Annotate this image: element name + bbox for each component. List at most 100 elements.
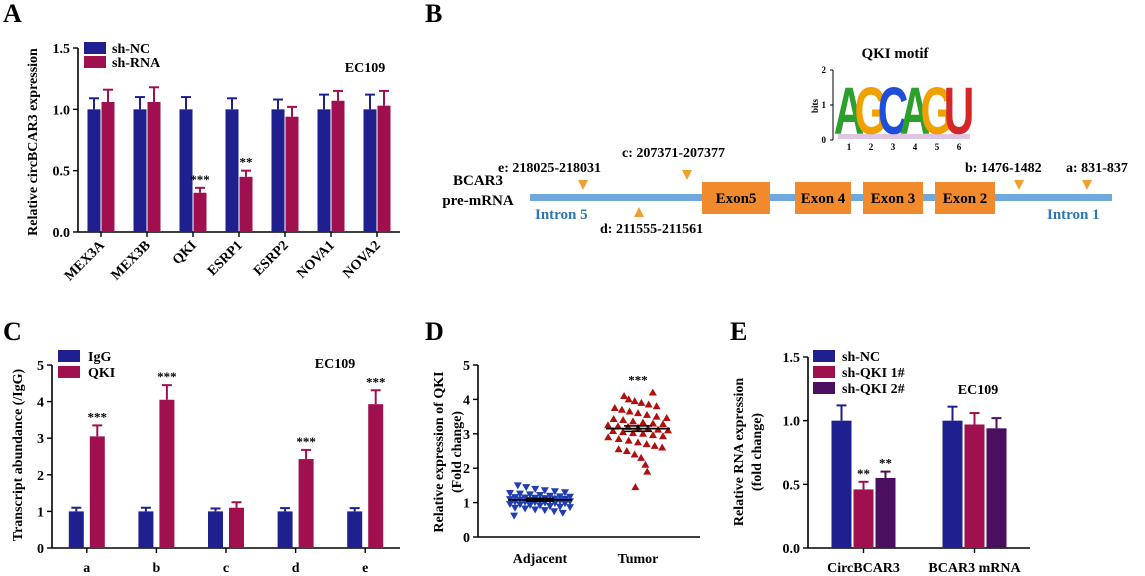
legend-label-sh-qki-1: sh-QKI 1# [842,366,905,381]
panel-a-ylabel-group: Relative circBCAR3 expression [26,48,41,236]
panel-e-title: EC109 [958,383,998,398]
legend-swatch-sh-qki-1 [813,366,835,378]
legend-swatch-sh-rna [84,56,106,68]
panel-letter-c: C [3,317,22,346]
y-tick-label: 1.5 [783,351,801,366]
data-point [639,429,647,437]
motif-position: 5 [935,142,940,152]
x-tick-label: b [153,561,161,576]
motif-position: 2 [869,142,874,152]
data-point [641,460,650,468]
panel-e-chart: Relative RNA expression (fold change) EC… [732,350,998,526]
x-tick-label: Adjacent [513,552,568,567]
bar [87,109,101,232]
panel-a-title: EC109 [345,61,385,76]
significance-label: *** [628,373,648,388]
legend-swatch-qki [58,366,80,378]
intron-label-5: Intron 5 [535,207,588,223]
x-tick-label: a [83,561,90,576]
exon-label-4: Exon 4 [801,191,846,207]
legend-label-igg: IgG [88,350,111,365]
panel-letter-a: A [3,0,22,28]
site-label-b: b: 1476-1482 [965,161,1042,176]
bar [853,489,874,548]
panel-letter-e: E [730,317,747,346]
significance-label: *** [190,172,210,187]
motif-position: 6 [957,142,962,152]
x-tick-label: Tumor [618,552,659,567]
bar [229,507,244,548]
bar [986,428,1007,548]
bar [964,424,985,548]
data-point [516,501,524,509]
data-point [614,445,623,453]
motif-yaxis-label: bits [810,99,820,114]
data-point [652,402,661,410]
data-point [506,489,514,497]
bar [942,420,963,548]
panel-a-legend: sh-NC sh-RNA [84,42,161,71]
data-point [662,413,671,421]
panel-c-ylabel: Transcript abundance (/IgG) [11,368,26,541]
panel-d-ylabel-line2: (Fold change) [450,411,465,493]
legend-label-sh-nc: sh-NC [112,42,150,57]
data-point [629,429,637,437]
legend-swatch-sh-qki-2 [813,382,835,394]
bar [331,100,345,232]
bar [285,116,299,232]
exon-label-3: Exon 3 [871,191,916,207]
data-point [536,502,544,510]
data-point [664,426,672,434]
significance-label: ** [240,155,253,170]
data-point [609,415,618,423]
y-tick-label: 4 [463,393,470,408]
data-point [634,409,642,417]
data-point [558,509,567,517]
data-point [624,436,633,444]
x-tick-label: MEX3B [109,238,154,283]
bar [317,109,331,232]
data-point [649,419,657,427]
gene-label-line2: pre-mRNA [442,193,514,209]
data-point [561,500,569,508]
bar [363,109,377,232]
bar [875,477,896,548]
data-point [637,453,646,461]
data-point [516,490,524,498]
legend-label-sh-nc-e: sh-NC [842,350,880,365]
data-point [624,395,633,403]
panel-c-title: EC109 [315,357,355,372]
data-point [642,440,651,448]
data-point [630,450,639,458]
data-point [639,418,647,426]
data-point [526,502,534,510]
data-point [566,504,574,512]
data-point [631,483,640,491]
data-point [546,492,554,500]
data-point [540,507,549,515]
legend-label-qki: QKI [88,366,115,381]
x-tick-label: BCAR3 mRNA [928,561,1021,576]
panel-e-legend: sh-NC sh-QKI 1# sh-QKI 2# [813,350,905,397]
panel-letter-d: D [425,317,444,346]
chart-D: 0 1 2 3 4 5 Adjacent Tumor *** [463,359,700,567]
bar [159,399,175,548]
bar [239,176,253,232]
site-marker-c [682,170,692,180]
motif-ytick: 1 [822,100,827,110]
chart-E: 0.0 0.5 1.0 1.5 CircBCAR3 BCAR3 mRNA ** ** [783,351,1030,576]
bar [89,436,105,548]
motif-position: 4 [913,142,918,152]
panel-a-chart: Relative circBCAR3 expression EC109 sh-N… [26,42,385,236]
data-point [513,482,522,490]
data-point [609,427,617,435]
data-point [604,433,613,441]
significance-label: ** [857,466,870,481]
data-point [566,493,574,501]
data-point [630,397,639,405]
legend-label-sh-rna: sh-RNA [112,56,161,71]
y-tick-label: 2 [463,462,470,477]
y-tick-label: 0 [37,542,44,557]
